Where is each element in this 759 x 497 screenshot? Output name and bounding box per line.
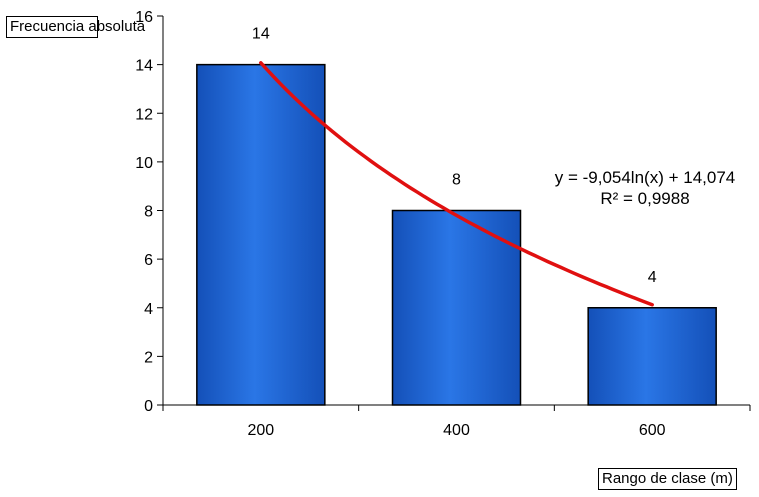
trendline [259,61,654,307]
y-tick-label-10: 10 [135,155,153,172]
bar-400 [391,209,522,406]
trendline-annotation: y = -9,054ln(x) + 14,074 R² = 0,9988 [540,167,750,209]
y-tick-label-12: 12 [135,106,153,123]
data-label-400: 8 [452,172,461,189]
x-tick-label-400: 400 [443,422,470,439]
trendline-layer [259,61,654,307]
y-axis-label: Frecuencia absoluta [6,16,145,38]
bar-600 [587,307,717,406]
trendline-r-squared: R² = 0,9988 [600,189,690,208]
y-tick-label-8: 8 [144,204,153,221]
data-label-600: 4 [648,269,657,286]
data-label-200: 14 [252,26,270,43]
x-tick-label-600: 600 [639,422,666,439]
x-axis-label: Rango de clase (m) [598,468,737,490]
y-tick-label-0: 0 [144,398,153,415]
y-tick-label-6: 6 [144,252,153,269]
labels: 14 8 4 0 2 4 6 8 10 12 14 16 200 400 600 [135,9,665,439]
y-tick-label-16: 16 [135,9,153,26]
bars [196,63,717,406]
x-tick-label-200: 200 [247,422,274,439]
trendline-equation: y = -9,054ln(x) + 14,074 [554,168,736,187]
bar-200 [196,63,326,406]
axes [157,15,751,411]
y-tick-label-2: 2 [144,349,153,366]
y-tick-label-14: 14 [135,58,153,75]
y-tick-label-4: 4 [144,301,153,318]
